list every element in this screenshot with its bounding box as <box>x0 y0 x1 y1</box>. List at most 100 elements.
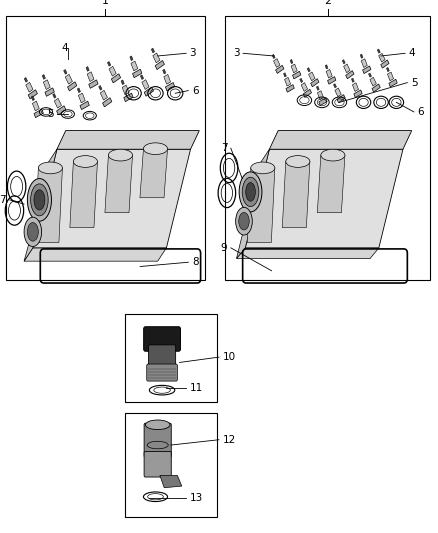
Polygon shape <box>285 77 291 86</box>
FancyBboxPatch shape <box>148 345 176 369</box>
Text: 4: 4 <box>409 49 415 58</box>
Polygon shape <box>247 168 275 243</box>
Polygon shape <box>32 101 39 111</box>
FancyBboxPatch shape <box>147 364 177 381</box>
Polygon shape <box>89 80 98 88</box>
Polygon shape <box>102 98 112 107</box>
FancyBboxPatch shape <box>144 423 171 457</box>
Ellipse shape <box>31 184 48 216</box>
Text: 6: 6 <box>192 86 198 95</box>
Polygon shape <box>237 248 379 259</box>
Polygon shape <box>111 74 120 83</box>
Polygon shape <box>351 78 354 83</box>
Polygon shape <box>317 155 345 213</box>
Ellipse shape <box>73 156 97 167</box>
Polygon shape <box>26 82 33 92</box>
Polygon shape <box>31 96 35 101</box>
Polygon shape <box>140 75 144 79</box>
Text: 3: 3 <box>233 49 240 58</box>
Polygon shape <box>153 53 160 63</box>
Polygon shape <box>272 54 275 59</box>
Polygon shape <box>121 80 124 85</box>
Polygon shape <box>164 75 171 84</box>
Text: 4: 4 <box>61 43 68 53</box>
Ellipse shape <box>143 143 167 155</box>
Polygon shape <box>124 93 133 102</box>
Polygon shape <box>269 131 412 149</box>
Ellipse shape <box>239 212 249 230</box>
Polygon shape <box>53 93 56 98</box>
Polygon shape <box>311 79 319 87</box>
Text: 1: 1 <box>102 0 109 6</box>
Polygon shape <box>245 149 403 248</box>
Polygon shape <box>160 475 182 488</box>
Polygon shape <box>130 56 133 61</box>
Polygon shape <box>86 67 89 71</box>
Ellipse shape <box>108 149 132 161</box>
Ellipse shape <box>242 177 259 207</box>
Ellipse shape <box>286 156 310 167</box>
Polygon shape <box>57 106 66 115</box>
Polygon shape <box>67 82 77 91</box>
Text: 8: 8 <box>192 257 198 267</box>
Polygon shape <box>87 72 94 82</box>
Polygon shape <box>372 84 380 92</box>
Ellipse shape <box>27 223 39 241</box>
Polygon shape <box>361 59 367 68</box>
Polygon shape <box>42 75 46 79</box>
Polygon shape <box>237 149 269 259</box>
Polygon shape <box>276 66 284 74</box>
FancyBboxPatch shape <box>144 451 171 477</box>
Polygon shape <box>24 248 166 261</box>
Polygon shape <box>77 88 81 93</box>
Polygon shape <box>109 66 116 76</box>
Polygon shape <box>368 73 371 77</box>
Bar <box>125 314 217 402</box>
Polygon shape <box>377 49 380 53</box>
Ellipse shape <box>34 190 45 210</box>
Polygon shape <box>100 90 107 100</box>
Text: 13: 13 <box>190 494 203 503</box>
Ellipse shape <box>246 182 255 201</box>
Text: 5: 5 <box>411 78 417 87</box>
Polygon shape <box>64 69 67 74</box>
Polygon shape <box>318 91 324 100</box>
Polygon shape <box>335 88 341 96</box>
Polygon shape <box>162 69 166 74</box>
Polygon shape <box>319 98 327 106</box>
Polygon shape <box>286 85 294 92</box>
Polygon shape <box>45 88 54 96</box>
Polygon shape <box>379 53 385 62</box>
Polygon shape <box>309 72 315 80</box>
Polygon shape <box>290 59 293 64</box>
Polygon shape <box>326 69 332 78</box>
Polygon shape <box>333 84 336 88</box>
Polygon shape <box>346 71 354 79</box>
Ellipse shape <box>27 179 52 221</box>
Polygon shape <box>65 74 72 84</box>
Polygon shape <box>107 61 111 66</box>
Polygon shape <box>360 54 363 59</box>
Ellipse shape <box>24 217 42 247</box>
Polygon shape <box>54 98 61 108</box>
FancyBboxPatch shape <box>144 327 180 351</box>
Text: 7: 7 <box>0 195 6 205</box>
Polygon shape <box>105 155 133 213</box>
Polygon shape <box>142 79 149 90</box>
Polygon shape <box>316 86 319 91</box>
Polygon shape <box>144 87 153 96</box>
Polygon shape <box>140 149 167 198</box>
Polygon shape <box>388 72 394 81</box>
Polygon shape <box>33 149 191 248</box>
Polygon shape <box>34 109 43 118</box>
Text: 11: 11 <box>190 383 203 393</box>
Polygon shape <box>307 68 310 72</box>
Polygon shape <box>386 67 389 72</box>
Polygon shape <box>166 83 175 91</box>
Polygon shape <box>370 77 376 86</box>
Text: 6: 6 <box>417 107 424 117</box>
Polygon shape <box>274 59 280 67</box>
Polygon shape <box>122 85 129 95</box>
Text: 2: 2 <box>324 0 331 6</box>
Polygon shape <box>131 61 138 71</box>
